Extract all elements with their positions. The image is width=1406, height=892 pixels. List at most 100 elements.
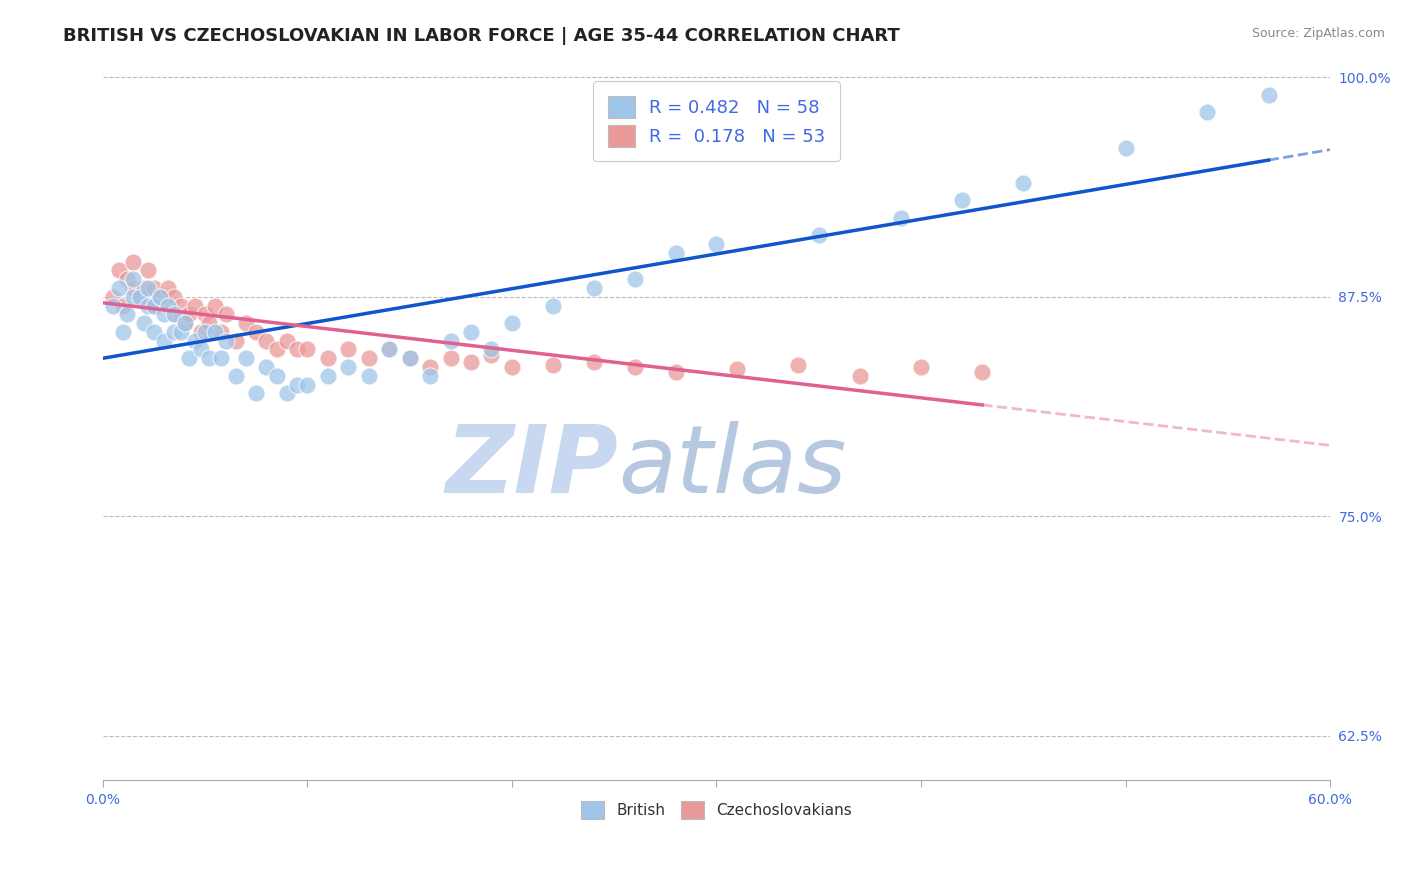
Point (209, 351, 232, 366)
Point (706, 237, 728, 252)
Point (664, 365, 686, 379)
Point (149, 290, 172, 304)
Point (108, 263, 131, 277)
Point (142, 299, 165, 313)
Point (198, 351, 221, 366)
Point (254, 359, 277, 374)
Text: BRITISH VS CZECHOSLOVAKIAN IN LABOR FORCE | AGE 35-44 CORRELATION CHART: BRITISH VS CZECHOSLOVAKIAN IN LABOR FORC… (63, 27, 900, 45)
Point (184, 299, 207, 313)
Point (117, 307, 139, 321)
Point (225, 334, 247, 348)
Point (481, 348, 503, 362)
Point (142, 299, 165, 313)
Point (1114, 140, 1136, 154)
Point (337, 359, 360, 374)
Point (177, 307, 200, 321)
Point (582, 281, 605, 295)
Point (807, 228, 830, 243)
Point (157, 281, 180, 295)
Point (316, 368, 339, 383)
Point (889, 211, 911, 225)
Point (132, 281, 155, 295)
Point (112, 299, 135, 313)
Point (297, 377, 319, 392)
Point (972, 365, 994, 379)
Point (214, 334, 236, 348)
Point (153, 334, 176, 348)
Point (285, 377, 308, 392)
Point (276, 334, 298, 348)
Point (276, 386, 298, 401)
Point (122, 254, 145, 268)
Point (190, 325, 212, 339)
Point (122, 290, 145, 304)
Point (214, 307, 236, 321)
Point (664, 245, 686, 260)
Point (163, 307, 186, 321)
Point (235, 316, 257, 330)
Point (357, 351, 380, 366)
Point (122, 281, 145, 295)
Point (209, 325, 232, 339)
Point (101, 290, 124, 304)
Point (128, 290, 150, 304)
Point (1012, 176, 1035, 190)
Point (204, 325, 226, 339)
Point (316, 351, 339, 366)
Point (501, 359, 523, 374)
Point (398, 351, 420, 366)
Point (157, 299, 180, 313)
Text: Source: ZipAtlas.com: Source: ZipAtlas.com (1251, 27, 1385, 40)
Point (297, 343, 319, 357)
Point (142, 325, 165, 339)
Text: atlas: atlas (619, 421, 846, 512)
Point (235, 351, 257, 366)
Point (177, 351, 200, 366)
Point (245, 325, 267, 339)
Point (378, 343, 401, 357)
Point (117, 272, 139, 286)
Point (163, 307, 186, 321)
Point (501, 316, 523, 330)
Point (194, 307, 217, 321)
Point (169, 325, 191, 339)
Point (460, 325, 482, 339)
Point (357, 368, 380, 383)
Point (254, 334, 277, 348)
Point (285, 343, 308, 357)
Point (337, 343, 360, 357)
Point (173, 316, 195, 330)
Point (136, 281, 159, 295)
Point (136, 263, 159, 277)
Point (149, 290, 172, 304)
Point (153, 307, 176, 321)
Point (266, 368, 288, 383)
Point (153, 299, 176, 313)
Point (194, 325, 217, 339)
Text: ZIP: ZIP (446, 421, 619, 513)
Point (190, 343, 212, 357)
Point (101, 299, 124, 313)
Legend: British, Czechoslovakians: British, Czechoslovakians (575, 795, 858, 825)
Point (848, 368, 870, 383)
Point (169, 299, 191, 313)
Point (266, 343, 288, 357)
Point (204, 299, 226, 313)
Point (623, 272, 645, 286)
Point (950, 193, 973, 207)
Point (163, 290, 186, 304)
Point (1257, 87, 1279, 102)
Point (623, 359, 645, 374)
Point (541, 358, 564, 372)
Point (245, 386, 267, 401)
Point (439, 334, 461, 348)
Point (725, 361, 748, 376)
Point (163, 325, 186, 339)
Point (378, 343, 401, 357)
Point (108, 281, 131, 295)
Point (1197, 105, 1219, 120)
Point (419, 359, 441, 374)
Point (460, 355, 482, 369)
Point (419, 368, 441, 383)
Point (136, 299, 159, 313)
